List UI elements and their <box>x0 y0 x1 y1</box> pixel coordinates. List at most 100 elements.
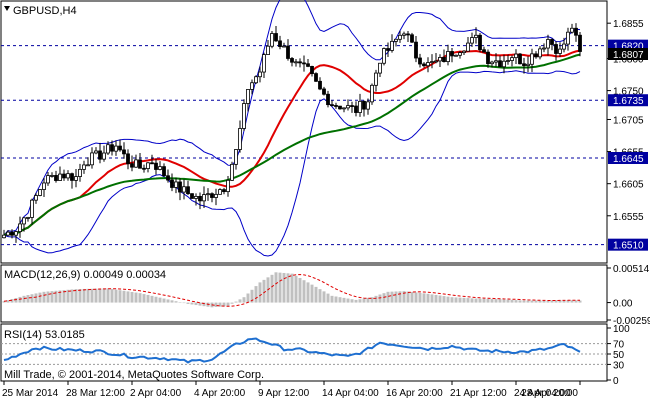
macd-bar <box>406 291 410 303</box>
candle-body <box>518 53 522 65</box>
price-tick-label: 1.6555 <box>613 212 644 223</box>
macd-bar <box>122 290 126 303</box>
macd-bar <box>366 297 370 303</box>
level-tag <box>608 238 648 251</box>
candle-body <box>258 71 262 78</box>
candle-body <box>546 39 550 49</box>
macd-bar <box>462 297 466 303</box>
macd-bar <box>554 300 558 303</box>
macd-bar <box>534 300 538 303</box>
rsi-tick-label: 100 <box>613 324 630 335</box>
symbol-triangle-icon <box>4 6 10 11</box>
candle-body <box>290 58 294 63</box>
macd-bar <box>362 298 366 303</box>
macd-bar <box>294 275 298 303</box>
candle-body <box>318 80 322 90</box>
macd-bar <box>178 302 182 303</box>
candle-body <box>246 89 250 104</box>
candle-body <box>562 43 566 50</box>
macd-bar <box>498 299 502 303</box>
macd-bar <box>490 298 494 303</box>
macd-bar <box>22 295 26 303</box>
candle-body <box>270 33 274 47</box>
candle-body <box>486 51 490 65</box>
macd-bar <box>46 291 50 303</box>
macd-bar <box>402 291 406 303</box>
macd-bar <box>458 297 462 303</box>
candle-body <box>190 193 194 199</box>
candle-body <box>406 33 410 36</box>
candle-body <box>30 199 34 218</box>
rsi-tick-label: 0 <box>613 376 619 387</box>
macd-bar <box>522 300 526 303</box>
macd-bar <box>170 300 174 303</box>
candle-body <box>498 60 502 68</box>
candle-body <box>154 162 158 170</box>
candle-body <box>118 145 122 151</box>
time-tick-label: 4 Apr 20:00 <box>194 388 246 399</box>
time-tick-label: 14 Apr 04:00 <box>322 388 379 399</box>
candle-body <box>210 193 214 198</box>
macd-bar <box>574 300 578 303</box>
candle-body <box>254 76 258 84</box>
candle-body <box>470 37 474 44</box>
candle-body <box>526 63 530 66</box>
candle-body <box>206 193 210 196</box>
macd-bar <box>54 290 58 303</box>
macd-bar <box>158 297 162 303</box>
symbol-title: GBPUSD,H4 <box>13 5 77 17</box>
macd-bar <box>518 300 522 303</box>
candle-body <box>434 60 438 63</box>
candle-body <box>178 181 182 193</box>
macd-bar <box>510 299 514 303</box>
macd-bar <box>502 299 506 303</box>
copyright: Mill Trade, © 2001-2014, MetaQuotes Soft… <box>4 369 264 381</box>
candle-body <box>566 31 570 45</box>
macd-axis: 0.00514 0.00 -0.00259 <box>607 264 650 327</box>
candle-body <box>34 195 38 201</box>
candle-body <box>218 189 222 195</box>
current-price-tag <box>608 48 648 60</box>
macd-bar <box>18 296 22 303</box>
candle-body <box>510 57 514 61</box>
macd-bar <box>230 302 234 304</box>
macd-bar <box>442 296 446 303</box>
candle-body <box>506 60 510 62</box>
macd-bar <box>174 301 178 303</box>
candle-body <box>74 176 78 181</box>
macd-bar <box>202 302 206 307</box>
candle-body <box>306 63 310 67</box>
macd-bar <box>542 300 546 303</box>
rsi-tick-label: 70 <box>613 340 625 351</box>
candle-body <box>166 175 170 181</box>
macd-bar <box>466 298 470 303</box>
macd-bar <box>550 300 554 303</box>
macd-bar <box>222 302 226 307</box>
macd-bar <box>254 286 258 303</box>
candle-body <box>66 173 70 179</box>
macd-bar <box>450 297 454 303</box>
time-tick-label: 24 Apr 04:00 <box>514 388 571 399</box>
candle-body <box>170 179 174 188</box>
macd-bar <box>410 292 414 303</box>
candle-body <box>354 105 358 113</box>
candle-body <box>346 105 350 109</box>
candle-body <box>366 101 370 110</box>
candle-body <box>130 163 134 168</box>
macd-bar <box>214 302 218 307</box>
macd-bar <box>546 300 550 303</box>
candle-body <box>26 217 30 219</box>
macd-bar <box>570 300 574 303</box>
macd-bar <box>354 299 358 303</box>
macd-bar <box>66 289 70 303</box>
candle-body <box>134 159 138 168</box>
candle-body <box>294 61 298 64</box>
macd-bar <box>110 289 114 303</box>
macd-bar <box>414 292 418 303</box>
candle-body <box>102 152 106 160</box>
candle-body <box>126 153 130 165</box>
time-tick-label: 16 Apr 20:00 <box>386 388 443 399</box>
level-tag <box>608 94 648 107</box>
macd-bar <box>386 291 390 303</box>
candle-body <box>222 189 226 193</box>
